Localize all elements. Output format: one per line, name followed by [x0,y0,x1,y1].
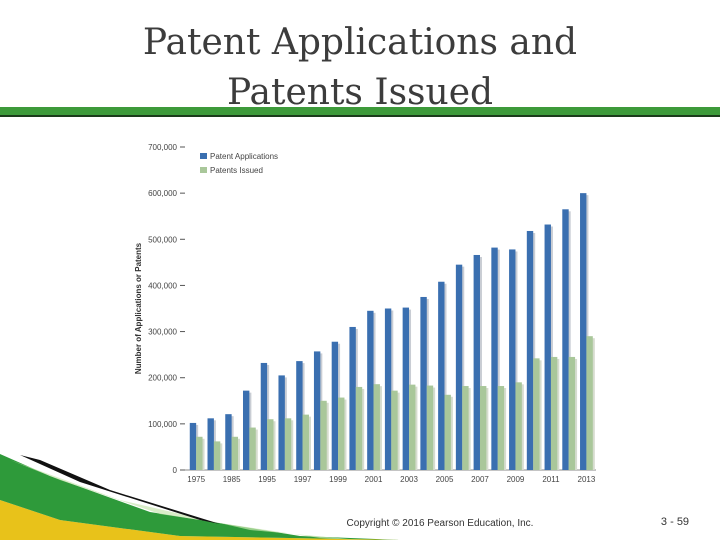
x-tick-label: 2013 [578,475,596,484]
bar-patent-applications [331,341,339,470]
bar-patent-applications [367,310,374,470]
bar-patent-applications [491,247,498,470]
bar-patent-applications [296,361,303,470]
x-tick-label: 1997 [294,475,312,484]
bar-patents-issued [586,336,593,470]
copyright-footer: Copyright © 2016 Pearson Education, Inc. [346,518,534,529]
x-tick-label: 2003 [400,475,418,484]
legend-label: Patents Issued [210,166,263,175]
bar-patents-issued [391,390,398,470]
bar-patent-applications [544,224,551,470]
x-tick-label: 2007 [471,475,489,484]
bar-patents-issued [550,356,558,470]
bar-patents-issued [196,436,203,470]
bar-patents-issued [479,386,487,470]
bar-patents-issued [497,386,505,470]
bar-patents-issued [320,400,327,470]
bar-patent-applications [402,307,410,470]
bar-patent-applications [420,296,427,470]
bar-patent-applications [455,264,463,470]
x-tick-label: 1999 [329,475,347,484]
x-tick-label: 2011 [542,475,560,484]
bar-patents-issued [533,358,540,470]
swoosh-green [0,454,400,540]
bar-patents-issued [426,385,434,470]
bar-patents-issued [373,384,380,470]
bar-patent-applications [438,281,445,470]
bar-patents-issued [267,419,274,470]
y-axis-label: Number of Applications or Patents [134,242,143,374]
x-tick-label: 1975 [187,475,205,484]
y-tick-label: 0 [173,466,178,475]
x-tick-label: 2009 [507,475,525,484]
bar-patent-applications [509,249,516,470]
bar-patents-issued [213,441,221,470]
bar-patent-applications [473,254,480,470]
swoosh-yellow [0,500,400,540]
bar-patent-applications [384,308,392,470]
bar-patent-applications [580,193,587,470]
bar-patents-issued [568,356,576,470]
bar-patent-applications [189,422,197,470]
y-tick-label: 200,000 [148,374,177,383]
page-number: 3 - 59 [660,516,690,528]
x-tick-label: 1985 [223,475,241,484]
bar-patent-applications [562,209,569,470]
title-rule-green [0,107,720,115]
y-tick-label: 500,000 [148,235,177,244]
slide-title-line-1: Patent Applications and [142,22,578,63]
bar-patents-issued [302,414,309,470]
legend-label: Patent Applications [210,152,278,161]
bar-patents-issued [284,418,292,470]
slide-title: Patent Applications and Patents Issued [60,18,660,118]
bar-patent-applications [207,418,214,470]
bar-patents-issued [338,397,345,470]
y-tick-label: 300,000 [148,328,177,337]
bar-patents-issued [444,394,451,470]
bar-patent-applications [242,390,250,470]
bar-patents-issued [462,386,469,470]
bar-patents-issued [355,386,363,470]
y-tick-label: 400,000 [148,281,177,290]
bar-patent-applications [526,230,534,470]
bar-chart: 0 100,000 200,000 300,000 400,000 500,000 600,… [134,143,596,484]
x-tick-label: 2005 [436,475,454,484]
decorative-swoosh [0,454,400,540]
bar-patents-issued [249,427,256,470]
slide-title-line-2: Patents Issued [226,72,494,113]
bar-patent-applications [278,375,285,470]
bar-patents-issued [231,436,239,470]
y-tick-label: 700,000 [148,143,177,152]
bar-patent-applications [260,362,268,470]
bar-patent-applications [349,326,356,470]
bar-patent-applications [313,351,321,470]
y-tick-label: 600,000 [148,189,177,198]
bar-patent-applications [225,414,232,470]
legend-swatch [200,167,207,173]
bar-patents-issued [515,382,522,470]
title-rule-dark [0,115,720,117]
swoosh-black [20,455,300,540]
y-tick-label: 100,000 [148,420,177,429]
legend-swatch [200,153,207,159]
x-tick-label: 1995 [258,475,276,484]
x-tick-label: 2001 [365,475,383,484]
bar-patents-issued [409,384,416,470]
